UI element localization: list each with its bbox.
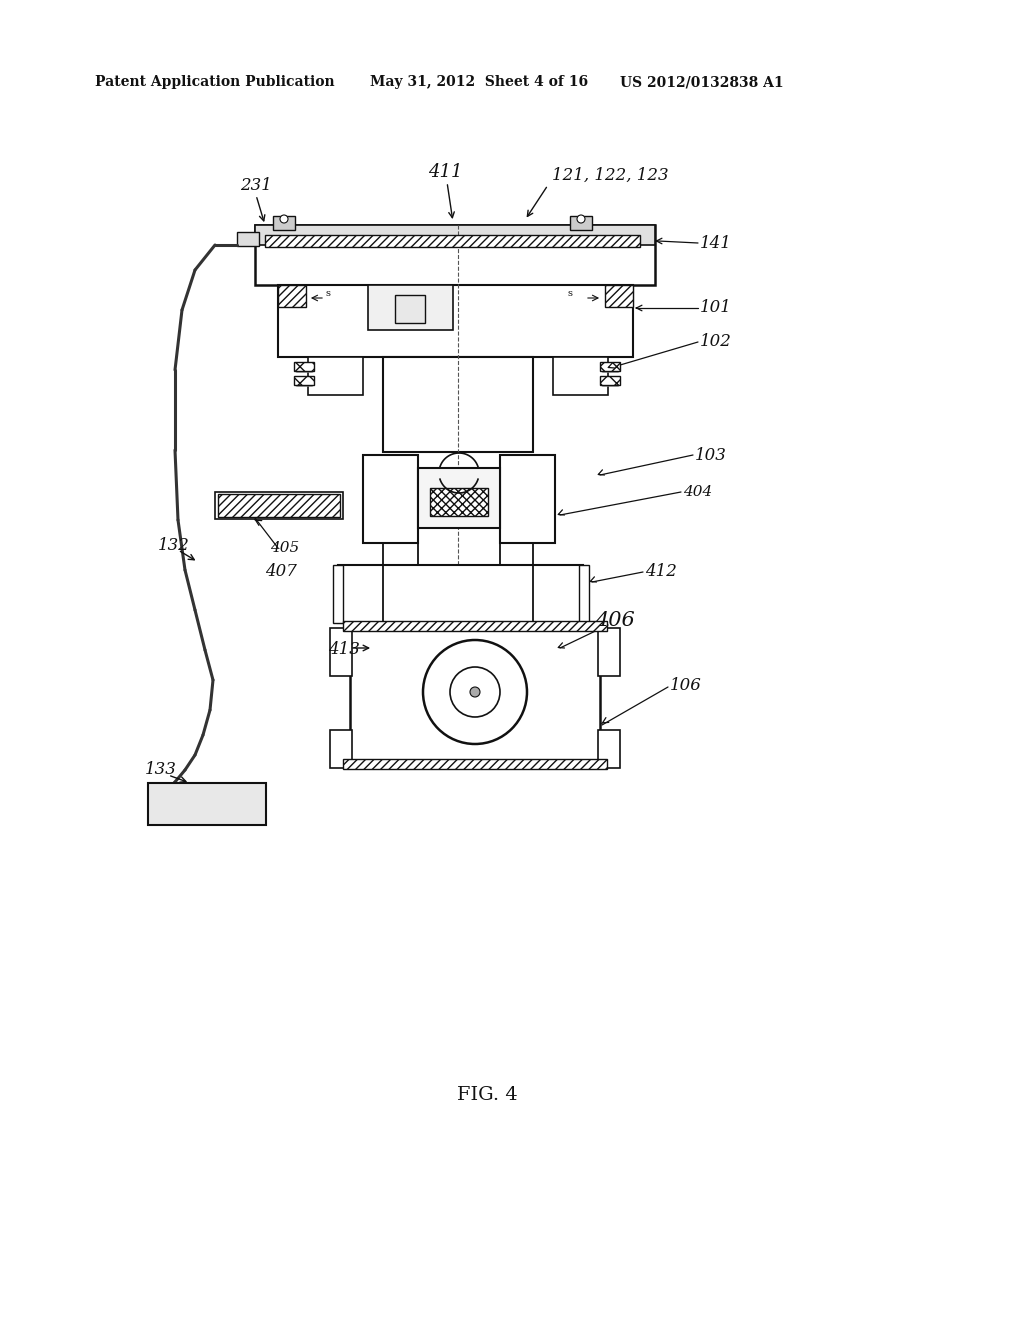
Bar: [500, 455, 555, 543]
Bar: [330, 730, 352, 768]
Bar: [395, 294, 425, 323]
Text: 132: 132: [158, 536, 189, 553]
Text: 121, 122, 123: 121, 122, 123: [552, 166, 669, 183]
Text: Patent Application Publication: Patent Application Publication: [95, 75, 335, 88]
Bar: [600, 376, 620, 385]
Bar: [255, 224, 655, 285]
Text: FIG. 4: FIG. 4: [457, 1086, 517, 1104]
Bar: [294, 362, 314, 371]
Text: 133: 133: [145, 762, 177, 779]
Bar: [579, 565, 589, 623]
Bar: [383, 356, 534, 451]
Bar: [148, 783, 266, 825]
Bar: [605, 285, 633, 308]
Text: US 2012/0132838 A1: US 2012/0132838 A1: [620, 75, 783, 88]
Bar: [368, 285, 453, 330]
Bar: [308, 356, 362, 395]
Bar: [430, 488, 488, 516]
Bar: [278, 285, 306, 308]
Text: s: s: [326, 289, 331, 298]
Text: 404: 404: [683, 484, 713, 499]
Bar: [265, 235, 640, 247]
Text: 411: 411: [428, 162, 463, 181]
Bar: [343, 759, 607, 770]
Bar: [255, 224, 655, 246]
Text: 231: 231: [240, 177, 272, 194]
Text: 141: 141: [700, 235, 732, 252]
Text: 106: 106: [670, 676, 701, 693]
Bar: [273, 216, 295, 230]
Bar: [343, 620, 607, 631]
Bar: [215, 492, 343, 519]
Circle shape: [423, 640, 527, 744]
Bar: [600, 362, 620, 371]
Circle shape: [470, 686, 480, 697]
Bar: [278, 285, 633, 356]
Text: 407: 407: [265, 564, 297, 581]
Bar: [570, 216, 592, 230]
Bar: [418, 469, 500, 528]
Bar: [330, 628, 352, 676]
Text: 406: 406: [595, 610, 635, 630]
Bar: [598, 730, 620, 768]
Circle shape: [577, 215, 585, 223]
Circle shape: [450, 667, 500, 717]
Bar: [333, 565, 343, 623]
Text: 103: 103: [695, 446, 727, 463]
Text: 102: 102: [700, 334, 732, 351]
Bar: [350, 623, 600, 762]
Bar: [294, 376, 314, 385]
Bar: [338, 565, 583, 623]
Bar: [237, 232, 259, 246]
Bar: [362, 455, 418, 543]
Text: 412: 412: [645, 564, 677, 581]
Text: 101: 101: [700, 300, 732, 317]
Text: 405: 405: [270, 541, 299, 554]
Bar: [553, 356, 608, 395]
Text: 413: 413: [328, 642, 359, 659]
Text: s: s: [568, 289, 573, 298]
Bar: [598, 628, 620, 676]
Bar: [218, 494, 340, 517]
Circle shape: [280, 215, 288, 223]
Text: May 31, 2012  Sheet 4 of 16: May 31, 2012 Sheet 4 of 16: [370, 75, 588, 88]
